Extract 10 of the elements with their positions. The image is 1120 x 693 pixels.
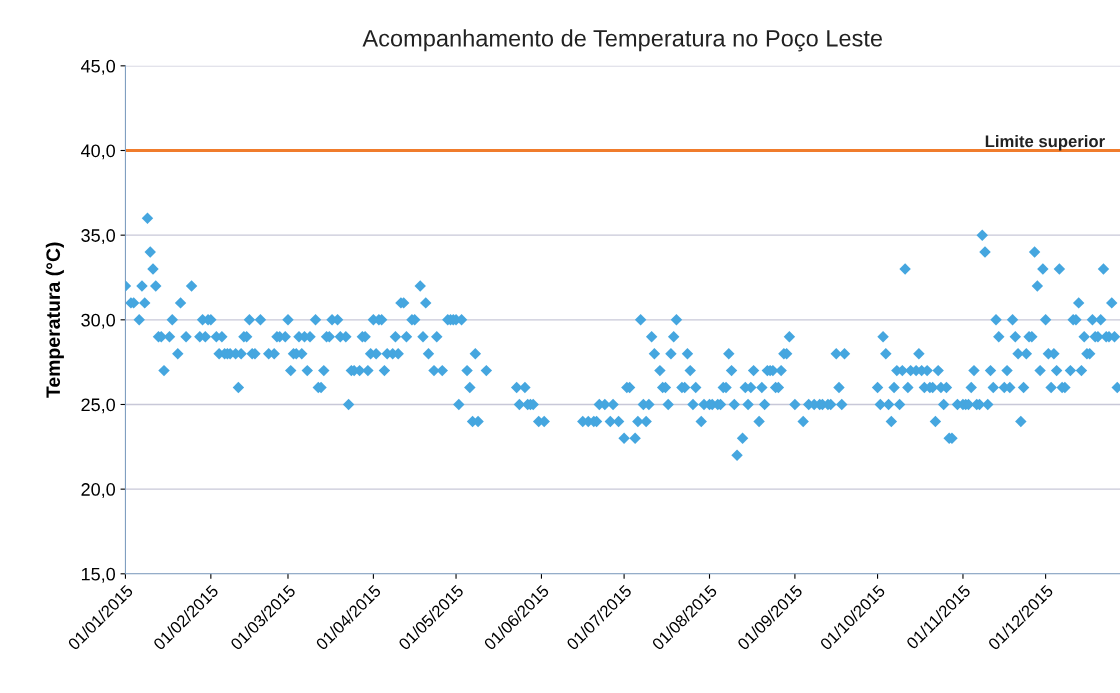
y-tick-label: 20,0 <box>81 483 116 498</box>
chart-title: Acompanhamento de Temperatura no Poço Leste <box>362 29 883 52</box>
y-tick-label: 15,0 <box>81 567 116 583</box>
y-tick-label: 40,0 <box>80 144 116 160</box>
ref-line-label: Limite superior <box>985 134 1105 151</box>
y-tick-label: 45,0 <box>80 59 116 75</box>
y-tick-label: 30,0 <box>81 313 116 329</box>
y-tick-label: 25,0 <box>81 398 116 414</box>
y-axis-title: Temperatura (°C) <box>45 242 64 398</box>
y-tick-label: 35,0 <box>81 229 116 245</box>
